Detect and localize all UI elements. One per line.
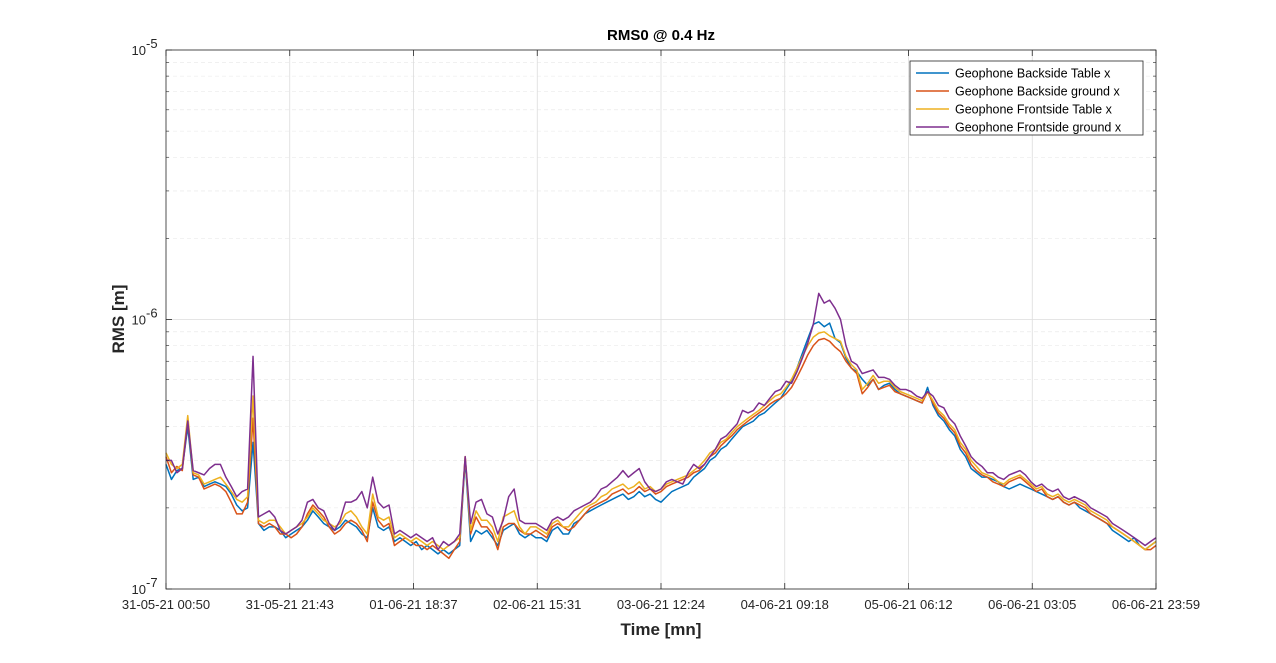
series-layer	[165, 292, 1157, 560]
ticks: 10-710-610 -531-05-21 00:50 31-05-21 21:43…	[122, 36, 1200, 612]
x-tick-label: 02-06-21 15:31	[493, 597, 581, 612]
x-axis-label: Time [mn]	[621, 620, 702, 639]
chart-title: RMS0 @ 0.4 Hz	[607, 27, 715, 44]
x-tick-label: 05-06-21 06:12	[864, 597, 952, 612]
legend-label: Geophone Backside Table x	[955, 67, 1111, 81]
x-tick-label: 01-06-21 18:37	[369, 597, 457, 612]
y-tick-exponent: -6	[146, 306, 158, 321]
legend-label: Geophone Frontside ground x	[955, 121, 1122, 135]
y-tick-exponent: -7	[146, 575, 158, 590]
y-tick-label: 10	[132, 43, 146, 58]
legend-label: Geophone Backside ground x	[955, 85, 1120, 99]
y-tick-label: 10	[132, 313, 146, 328]
legend-label: Geophone Frontside Table x	[955, 103, 1113, 117]
series-line	[165, 337, 1157, 560]
x-tick-label: 04-06-21 09:18	[741, 597, 829, 612]
y-tick-exponent: -5	[146, 36, 158, 51]
x-tick-label: 31-05-21 00:50	[122, 597, 210, 612]
x-tick-label: 03-06-21 12:24	[617, 597, 705, 612]
x-tick-label: 31-05-21 21:43	[246, 597, 334, 612]
legend: Geophone Backside Table x Geophone Backsi…	[909, 60, 1144, 136]
series-line	[166, 292, 1157, 551]
y-axis-label: RMS [m]	[109, 285, 128, 354]
x-tick-label: 06-06-21 23:59	[1112, 597, 1200, 612]
y-tick-label: 10	[132, 582, 146, 597]
x-tick-label: 06-06-21 03:05	[988, 597, 1076, 612]
